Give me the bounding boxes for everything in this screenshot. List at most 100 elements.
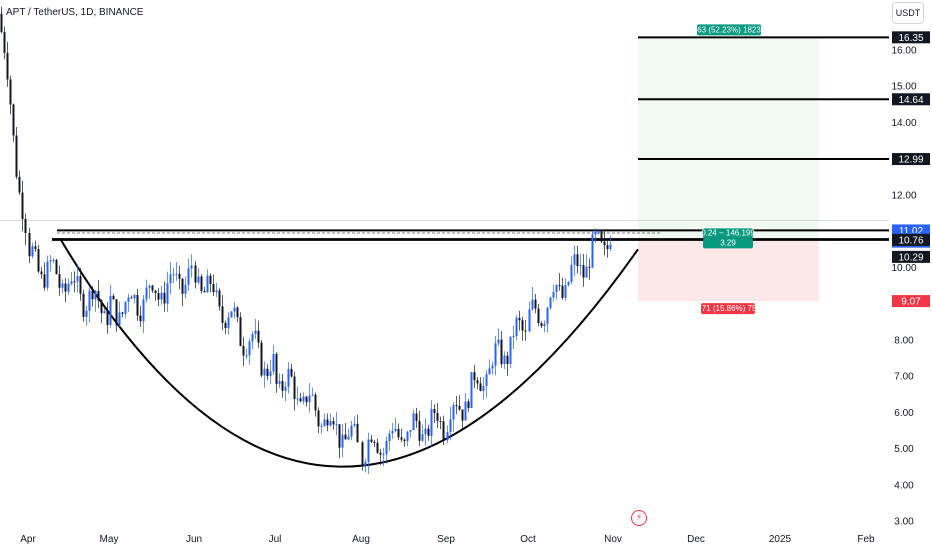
candle-body	[488, 368, 491, 375]
candle-body	[21, 192, 24, 219]
candle-body	[370, 439, 373, 442]
svg-text:0.24 − 146.199: 0.24 − 146.199	[701, 228, 755, 237]
candle-body	[588, 266, 591, 268]
candle-body	[46, 261, 49, 288]
candle-body	[293, 376, 296, 400]
x-tick-label: May	[100, 534, 119, 545]
candle-body	[218, 290, 221, 307]
candle-body	[418, 420, 421, 441]
candle-body	[28, 232, 31, 257]
candle-body	[518, 317, 521, 321]
candle-body	[178, 273, 181, 279]
candle-body	[528, 309, 531, 332]
candle-body	[257, 330, 260, 343]
candle-body	[442, 421, 445, 441]
candle-body	[73, 281, 76, 283]
candle-body	[332, 421, 335, 425]
candle-body	[415, 413, 418, 421]
candle-body	[67, 283, 70, 292]
candle-body	[594, 231, 597, 235]
candle-body	[55, 259, 58, 275]
candle-body	[534, 299, 537, 309]
price-badge: 16.35	[892, 31, 930, 44]
candle-body	[311, 394, 314, 396]
candle-body	[130, 297, 133, 299]
candle-body	[278, 381, 281, 384]
candle-body	[260, 342, 263, 376]
candle-body	[394, 428, 397, 431]
x-tick-label: Nov	[604, 534, 622, 545]
candle-body	[112, 295, 115, 300]
x-tick-label: Sep	[437, 534, 455, 545]
candle-body	[382, 454, 385, 456]
currency-selector[interactable]: USDT	[892, 2, 924, 24]
svg-text:12.99: 12.99	[898, 155, 923, 166]
candle-body	[79, 276, 82, 294]
candle-body	[49, 260, 52, 262]
svg-text:10.29: 10.29	[898, 252, 923, 263]
candle-body	[209, 275, 212, 284]
candle-body	[148, 285, 151, 288]
candle-body	[521, 320, 524, 331]
candle-body	[446, 431, 449, 441]
candle-body	[97, 290, 100, 301]
candle-body	[43, 274, 46, 288]
candle-body	[479, 383, 482, 391]
candle-body	[564, 284, 567, 298]
candle-body	[184, 284, 187, 294]
candle-body	[458, 405, 461, 410]
cup-curve[interactable]	[59, 237, 639, 468]
candle-body	[266, 368, 269, 377]
svg-text:14.64: 14.64	[898, 95, 923, 106]
candle-body	[320, 425, 323, 427]
x-tick-label: Jul	[269, 534, 282, 545]
candle-body	[576, 254, 579, 267]
candle-body	[145, 287, 148, 300]
candle-body	[433, 409, 436, 413]
candle-body	[597, 231, 600, 233]
candle-body	[37, 249, 40, 272]
candle-body	[464, 401, 467, 421]
candle-body	[379, 452, 382, 455]
y-tick-label: 4.00	[894, 480, 914, 491]
candle-body	[344, 434, 347, 440]
candle-body	[118, 312, 121, 326]
price-badge: 10.76	[892, 233, 930, 246]
y-tick-label: 5.00	[894, 444, 914, 455]
candle-body	[296, 398, 299, 400]
candle-body	[503, 355, 506, 365]
candle-body	[52, 259, 55, 261]
target-label: 5.63 (52.23%) 1823.1	[691, 24, 768, 36]
candle-body	[531, 299, 534, 310]
x-tick-label: Aug	[352, 534, 370, 545]
price-badge: 12.99	[892, 153, 930, 166]
candle-body	[6, 52, 9, 80]
candle-body	[391, 430, 394, 434]
candle-body	[509, 336, 512, 365]
candle-body	[470, 372, 473, 409]
candle-body	[591, 234, 594, 268]
y-tick-label: 8.00	[894, 335, 914, 346]
candle-body	[88, 290, 91, 311]
svg-text:16.35: 16.35	[898, 33, 923, 44]
candle-body	[412, 413, 415, 431]
candle-body	[124, 301, 127, 314]
candle-body	[142, 299, 145, 322]
candle-body	[85, 310, 88, 317]
candle-body	[524, 330, 527, 332]
candle-body	[485, 374, 488, 386]
candle-body	[582, 265, 585, 278]
loss-zone	[638, 239, 819, 302]
candle-body	[272, 353, 275, 372]
candle-body	[94, 290, 97, 300]
y-tick-label: 15.00	[891, 82, 916, 93]
candle-body	[491, 365, 494, 369]
candle-body	[567, 281, 570, 285]
candle-body	[302, 396, 305, 402]
candle-body	[40, 271, 43, 275]
candle-body	[206, 275, 209, 293]
lightning-icon[interactable]: ⚡	[631, 510, 647, 526]
candle-body	[251, 334, 254, 342]
candle-body	[215, 290, 218, 293]
